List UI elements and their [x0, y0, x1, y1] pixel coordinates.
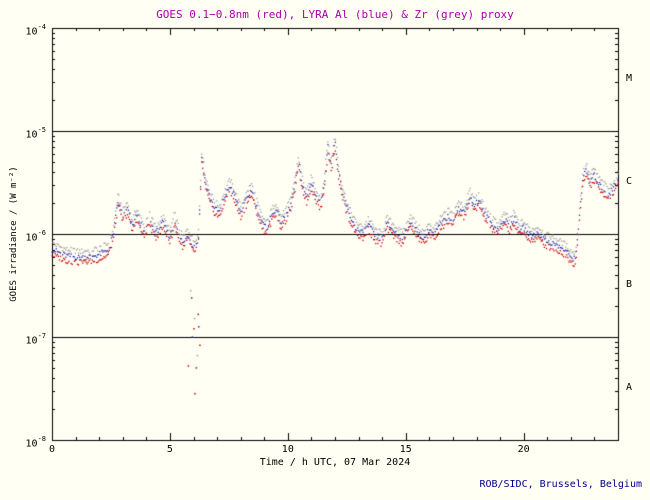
x-tick-label: 5: [166, 444, 173, 455]
y-tick-label: 10-5: [25, 126, 46, 141]
credit-footer: ROB/SIDC, Brussels, Belgium: [479, 479, 642, 490]
x-tick-label: 0: [48, 444, 56, 455]
y-tick-label: 10-8: [25, 435, 46, 450]
flare-class-label: A: [626, 381, 633, 393]
x-tick-label: 15: [399, 444, 412, 455]
x-tick-label: 10: [281, 444, 294, 455]
chart-title: GOES 0.1−0.8nm (red), LYRA Al (blue) & Z…: [156, 8, 514, 21]
y-tick-label: 10-6: [25, 229, 46, 244]
flare-class-label: M: [626, 72, 633, 84]
flare-class-label: B: [626, 278, 633, 290]
y-tick-label: 10-7: [25, 332, 46, 347]
y-tick-label: 10-4: [25, 23, 46, 38]
x-tick-label: 20: [517, 444, 530, 455]
flare-class-label: C: [626, 175, 633, 187]
x-axis-label: Time / h UTC, 07 Mar 2024: [259, 457, 411, 468]
